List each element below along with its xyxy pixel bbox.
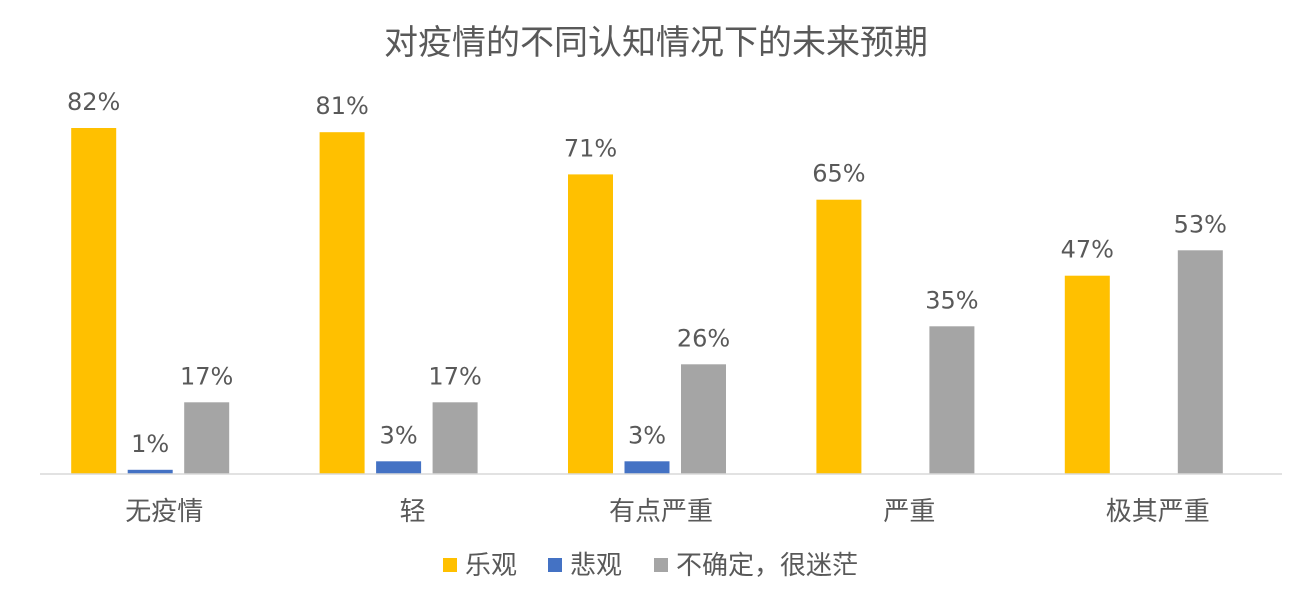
bar-2-3 xyxy=(624,461,670,474)
data-label-1-4: 65% xyxy=(812,160,865,188)
data-label-1-3: 71% xyxy=(564,134,617,162)
data-labels-layer: 82% 1% 17% 81% 3% 17% 71% 3% 26% 65% 35% 47% 53% xyxy=(67,88,1227,458)
bar-3-3 xyxy=(681,364,726,474)
legend-label-2: 悲观 xyxy=(570,551,622,581)
data-label-1-1: 82% xyxy=(67,88,120,116)
data-label-3-2: 17% xyxy=(428,362,481,390)
bar-1-1 xyxy=(71,128,117,474)
bar-3-5 xyxy=(1177,250,1223,474)
data-label-3-1: 17% xyxy=(180,362,233,390)
legend: 乐观 悲观 不确定，很迷茫 xyxy=(443,551,858,581)
category-label-1: 无疫情 xyxy=(125,497,203,527)
legend-swatch-1 xyxy=(443,558,457,572)
data-label-2-2: 3% xyxy=(380,421,418,449)
legend-item-1: 乐观 xyxy=(443,551,517,581)
category-label-5: 极其严重 xyxy=(1106,497,1210,527)
bar-3-1 xyxy=(184,402,230,474)
legend-item-3: 不确定，很迷茫 xyxy=(654,551,858,581)
category-label-3: 有点严重 xyxy=(609,497,713,527)
data-label-3-3: 26% xyxy=(677,324,730,352)
bar-2-2 xyxy=(376,461,422,474)
legend-label-1: 乐观 xyxy=(465,551,517,581)
bar-1-2 xyxy=(319,132,365,474)
bar-3-4 xyxy=(929,326,975,474)
legend-label-3: 不确定，很迷茫 xyxy=(676,551,858,581)
category-label-2: 轻 xyxy=(400,497,426,527)
category-label-4: 严重 xyxy=(883,497,935,527)
data-label-2-1: 1% xyxy=(131,430,169,458)
bar-1-4 xyxy=(816,199,862,474)
data-label-3-5: 53% xyxy=(1174,210,1227,238)
data-label-3-4: 35% xyxy=(925,286,978,314)
bar-1-3 xyxy=(568,174,613,474)
data-label-1-2: 81% xyxy=(315,92,368,120)
bar-2-1 xyxy=(127,469,173,474)
bar-3-2 xyxy=(432,402,478,474)
legend-swatch-2 xyxy=(548,558,562,572)
data-label-2-3: 3% xyxy=(628,421,666,449)
legend-item-2: 悲观 xyxy=(548,551,622,581)
data-label-1-5: 47% xyxy=(1061,236,1114,264)
category-labels-layer: 无疫情 轻 有点严重 严重 极其严重 xyxy=(125,497,1210,527)
chart-title: 对疫情的不同认知情况下的未来预期 xyxy=(384,23,928,63)
bar-1-5 xyxy=(1064,275,1110,474)
legend-swatch-3 xyxy=(654,558,668,572)
bars-layer xyxy=(71,128,1223,474)
